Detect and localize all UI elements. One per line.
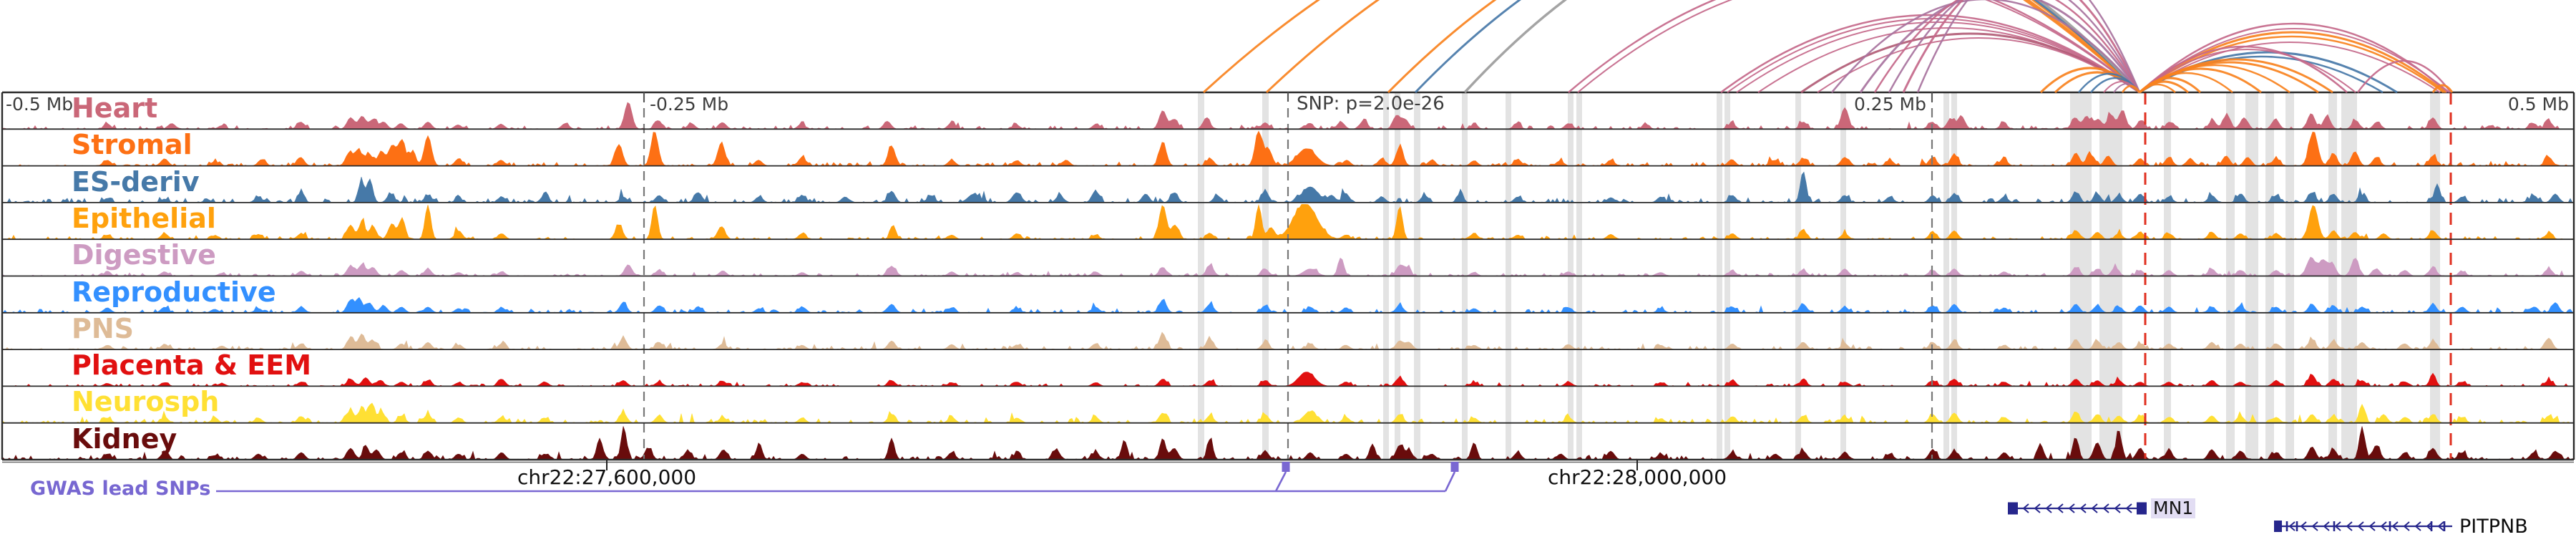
chromatin-interaction-arc — [1817, 37, 2140, 93]
track-label-kidney: Kidney — [72, 422, 177, 455]
chromatin-interaction-arc — [1414, 0, 2141, 94]
chromatin-interaction-arc — [2139, 42, 2441, 93]
chromatin-interaction-arc — [1568, 0, 2140, 93]
chromatin-interaction-arc — [2139, 45, 2348, 93]
track-label-es-deriv: ES-deriv — [72, 165, 200, 198]
strand-direction-chevron-icon — [2288, 521, 2296, 531]
track-label-placenta-eem: Placenta & EEM — [72, 349, 312, 382]
lead-snp-pvalue-label: SNP: p=2.0e-26 — [1297, 93, 1445, 115]
axis-label-minus-0.25mb: -0.25 Mb — [650, 94, 729, 115]
track-label-epithelial: Epithelial — [72, 202, 216, 234]
track-label-stromal: Stromal — [72, 129, 192, 161]
strand-direction-chevron-icon — [2357, 521, 2364, 531]
axis-label-plus-0.5mb: 0.5 Mb — [2507, 94, 2569, 115]
genome-coordinate-label-28000000: chr22:28,000,000 — [1547, 465, 1727, 489]
strand-direction-chevron-icon — [2057, 503, 2064, 513]
strand-direction-chevron-icon — [2068, 503, 2075, 513]
chromatin-interaction-arc — [1888, 0, 2141, 93]
strand-direction-chevron-icon — [2380, 521, 2387, 531]
chromatin-interaction-arc — [2139, 55, 2384, 94]
strand-direction-chevron-icon — [2125, 503, 2132, 513]
strand-direction-chevron-icon — [2034, 503, 2041, 513]
chromatin-interaction-arc — [2139, 83, 2176, 93]
chromatin-interaction-arc — [1916, 0, 2141, 93]
strand-direction-chevron-icon — [2323, 521, 2330, 531]
signal-track-stromal — [3, 130, 2574, 167]
gene-label-pitpnb: PITPNB — [2459, 516, 2528, 537]
track-label-digestive: Digestive — [72, 239, 216, 271]
gwas-lead-snp-tick — [1450, 462, 1459, 472]
strand-direction-chevron-icon — [2137, 503, 2144, 513]
chromatin-interaction-arc — [1902, 0, 2141, 93]
chromatin-interaction-arc — [2139, 22, 2448, 93]
chromatin-interaction-arc — [1202, 0, 2141, 94]
strand-direction-chevron-icon — [2403, 521, 2410, 531]
gwas-connector-diagonal — [1444, 471, 1456, 492]
strand-direction-chevron-icon — [2334, 521, 2341, 531]
chromatin-interaction-arc — [1720, 14, 2140, 94]
strand-direction-chevron-icon — [2079, 503, 2087, 513]
track-label-heart: Heart — [72, 92, 158, 124]
strand-direction-chevron-icon — [2346, 521, 2353, 531]
gene-exon-block — [2137, 502, 2147, 515]
chromatin-interaction-arc — [1577, 0, 2140, 93]
gene-exon-block — [2274, 521, 2282, 532]
genome-coordinate-label-27600000: chr22:27,600,000 — [517, 465, 697, 489]
strand-direction-chevron-icon — [2426, 521, 2433, 531]
track-label-neurosph: Neurosph — [72, 386, 220, 418]
strand-direction-chevron-icon — [2102, 503, 2109, 513]
chromatin-interaction-arc — [1873, 0, 2141, 93]
gene-exon-block — [2008, 502, 2018, 515]
gwas-lead-snp-tick — [1282, 462, 1290, 472]
strand-direction-chevron-icon — [2414, 521, 2421, 531]
chromatin-interaction-arc — [1859, 0, 2141, 93]
track-label-reproductive: Reproductive — [72, 276, 276, 308]
strand-direction-chevron-icon — [2045, 503, 2052, 513]
chromatin-interaction-arc — [2356, 59, 2452, 93]
chromatin-interaction-arc — [2121, 84, 2141, 93]
chromatin-interaction-arc — [2139, 49, 2356, 93]
chromatin-interaction-arc — [1265, 0, 2141, 94]
gwas-lead-snps-label: GWAS lead SNPs — [30, 478, 211, 500]
gwas-connector-diagonal — [1274, 471, 1287, 492]
signal-track-epithelial — [2, 204, 2574, 240]
chromatin-interaction-arc — [1831, 0, 2140, 93]
strand-direction-chevron-icon — [2300, 521, 2307, 531]
axis-label-minus-0.5mb: -0.5 Mb — [6, 94, 74, 115]
signal-track-es-deriv — [3, 171, 2574, 203]
track-label-pns: PNS — [72, 312, 135, 344]
strand-direction-chevron-icon — [2437, 521, 2444, 531]
strand-direction-chevron-icon — [2311, 521, 2318, 531]
strand-direction-chevron-icon — [2391, 521, 2399, 531]
chromatin-interaction-arc — [2139, 31, 2446, 94]
chromatin-interaction-arc — [1800, 32, 2140, 94]
strand-direction-chevron-icon — [2114, 503, 2121, 513]
axis-label-plus-0.25mb: 0.25 Mb — [1853, 94, 1926, 115]
chromatin-interaction-arc — [2431, 84, 2454, 93]
strand-direction-chevron-icon — [2368, 521, 2376, 531]
gene-label-mn1: MN1 — [2151, 498, 2196, 518]
strand-direction-chevron-icon — [2022, 503, 2029, 513]
strand-direction-chevron-icon — [2091, 503, 2098, 513]
